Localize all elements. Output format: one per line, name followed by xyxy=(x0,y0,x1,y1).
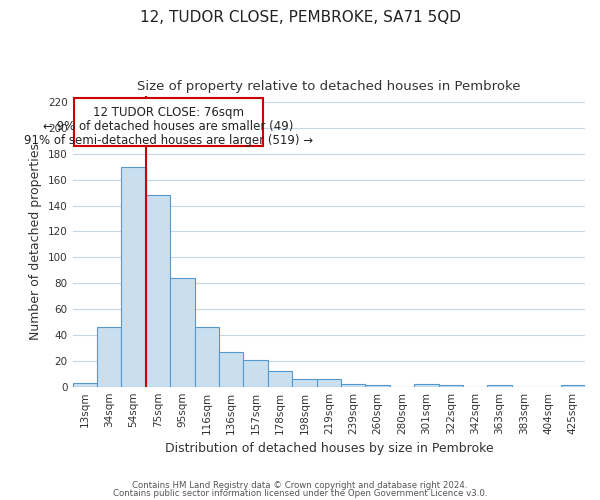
Text: Contains public sector information licensed under the Open Government Licence v3: Contains public sector information licen… xyxy=(113,488,487,498)
Bar xyxy=(170,278,194,386)
Bar xyxy=(292,379,317,386)
Text: Contains HM Land Registry data © Crown copyright and database right 2024.: Contains HM Land Registry data © Crown c… xyxy=(132,481,468,490)
Bar xyxy=(121,166,146,386)
Text: ← 9% of detached houses are smaller (49): ← 9% of detached houses are smaller (49) xyxy=(43,120,293,133)
Text: 12, TUDOR CLOSE, PEMBROKE, SA71 5QD: 12, TUDOR CLOSE, PEMBROKE, SA71 5QD xyxy=(139,10,461,25)
Bar xyxy=(317,379,341,386)
Bar xyxy=(341,384,365,386)
Bar xyxy=(268,371,292,386)
Bar xyxy=(97,327,121,386)
Text: 91% of semi-detached houses are larger (519) →: 91% of semi-detached houses are larger (… xyxy=(24,134,313,147)
Text: 12 TUDOR CLOSE: 76sqm: 12 TUDOR CLOSE: 76sqm xyxy=(93,106,244,119)
FancyBboxPatch shape xyxy=(74,98,263,146)
Bar xyxy=(219,352,244,386)
Y-axis label: Number of detached properties: Number of detached properties xyxy=(29,142,43,340)
Bar xyxy=(244,360,268,386)
Bar xyxy=(146,195,170,386)
Title: Size of property relative to detached houses in Pembroke: Size of property relative to detached ho… xyxy=(137,80,521,93)
X-axis label: Distribution of detached houses by size in Pembroke: Distribution of detached houses by size … xyxy=(164,442,493,455)
Bar xyxy=(414,384,439,386)
Bar xyxy=(73,383,97,386)
Bar xyxy=(194,327,219,386)
